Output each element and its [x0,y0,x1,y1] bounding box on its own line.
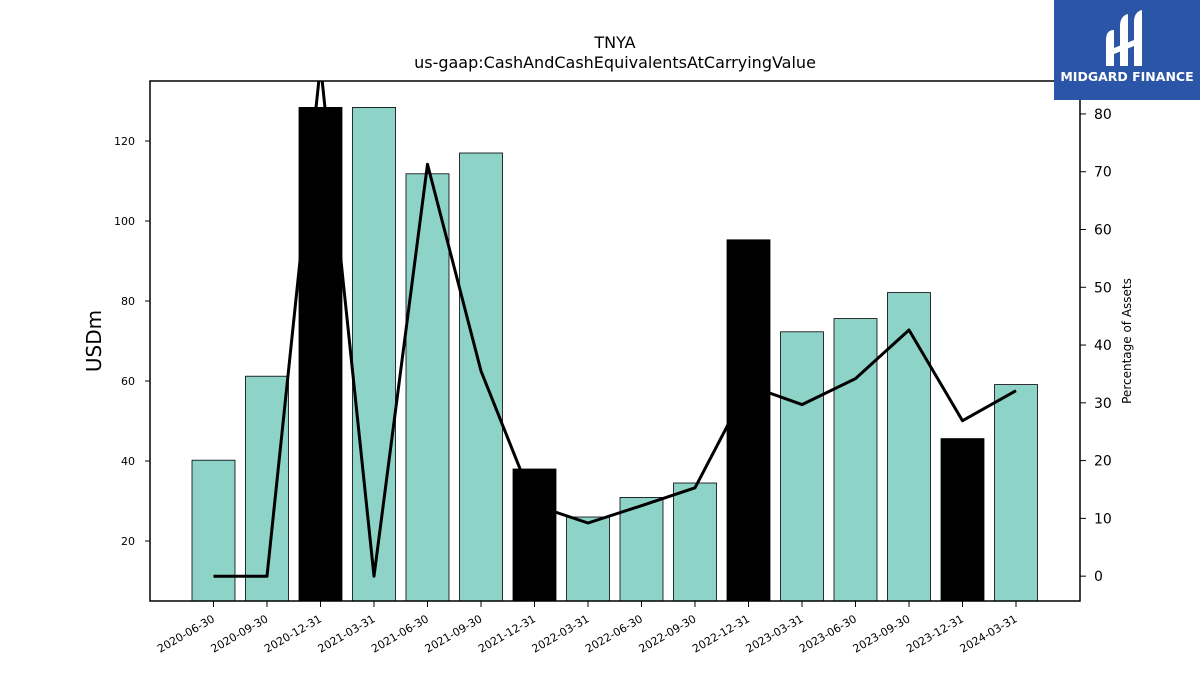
x-tick-label: 2023-09-30 [851,612,913,655]
bar [726,239,771,602]
y2-tick-label: 30 [1094,396,1112,412]
bar [298,107,343,602]
logo-text: MIDGARD FINANCE [1060,69,1193,84]
y-tick-label: 100 [114,215,135,228]
bar [940,438,985,602]
left-axis-ticks: 20 40 60 80 100 120 [114,135,150,548]
bar [352,107,396,602]
midgard-finance-logo: MIDGARD FINANCE [1054,0,1200,100]
x-tick-label: 2020-12-31 [262,612,324,655]
percentage-line [213,81,1017,578]
x-tick-label: 2021-06-30 [369,612,431,655]
x-tick-label: 2022-06-30 [583,612,645,655]
y2-tick-label: 40 [1094,338,1112,354]
bar [673,482,717,602]
y-tick-label: 80 [121,295,135,308]
bar [619,496,664,602]
y-axis-label: USDm [82,310,106,372]
x-tick-label: 2022-12-31 [690,612,752,655]
chart-subtitle: us-gaap:CashAndCashEquivalentsAtCarrying… [414,53,816,72]
x-tick-label: 2020-06-30 [155,612,217,655]
x-tick-label: 2020-09-30 [209,612,271,655]
bar [833,318,878,602]
y2-tick-label: 50 [1094,280,1112,296]
x-tick-label: 2022-09-30 [637,612,699,655]
logo-mark-icon [1106,10,1142,66]
y2-axis-label: Percentage of Assets [1120,278,1134,404]
bar [459,152,503,602]
bar-series [191,107,1038,602]
x-tick-label: 2024-03-31 [958,612,1020,655]
x-tick-label: 2021-09-30 [423,612,485,655]
x-tick-label: 2023-03-31 [744,612,806,655]
bar [994,384,1038,602]
y2-tick-label: 10 [1094,511,1112,527]
bar [512,468,557,602]
y-tick-label: 120 [114,135,135,148]
y-tick-label: 60 [121,375,135,388]
x-tick-label: 2021-12-31 [476,612,538,655]
bar [405,173,450,602]
bar [566,516,610,602]
y-tick-label: 40 [121,455,135,468]
y2-tick-label: 60 [1094,222,1112,238]
plot-frame [149,80,1081,602]
y2-tick-label: 80 [1094,107,1112,123]
right-axis-ticks: 0 10 20 30 40 50 60 70 80 [1080,107,1112,585]
chart-title: TNYA [593,33,635,52]
line-series [213,81,1017,578]
x-tick-label: 2023-12-31 [904,612,966,655]
x-axis-ticks: 2020-06-302020-09-302020-12-312021-03-31… [155,601,1020,656]
axes [149,80,1081,602]
x-tick-label: 2023-06-30 [797,612,859,655]
bar [191,459,236,602]
y2-tick-label: 0 [1094,569,1103,585]
x-tick-label: 2021-03-31 [316,612,378,655]
chart-title-group: TNYA us-gaap:CashAndCashEquivalentsAtCar… [414,33,816,72]
y2-tick-label: 70 [1094,165,1112,181]
bar [887,292,931,602]
y-tick-label: 20 [121,535,135,548]
bar [780,331,824,602]
y2-tick-label: 20 [1094,454,1112,470]
x-tick-label: 2022-03-31 [530,612,592,655]
